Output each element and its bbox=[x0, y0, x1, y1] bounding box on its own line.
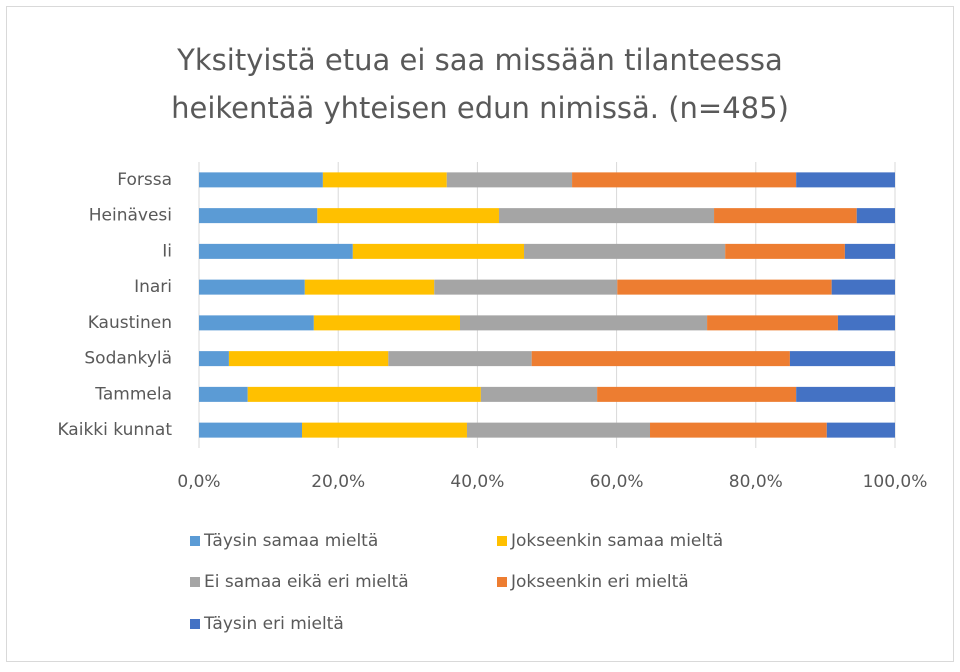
legend-swatch bbox=[190, 536, 200, 546]
bar-segment bbox=[844, 243, 895, 259]
legend-swatch bbox=[190, 619, 200, 629]
bar-segment bbox=[837, 315, 895, 331]
bar-segment bbox=[617, 279, 832, 295]
bar-segment bbox=[388, 351, 532, 367]
bar-segment bbox=[460, 315, 708, 331]
y-tick-label: Kaikki kunnat bbox=[57, 420, 172, 440]
bar-segment bbox=[480, 386, 598, 402]
bar-segment bbox=[796, 386, 895, 402]
x-tick-label: 40,0% bbox=[450, 472, 504, 492]
bar-segment bbox=[446, 172, 573, 188]
y-tick-label: Kaustinen bbox=[88, 313, 172, 333]
bar-segment bbox=[650, 422, 827, 438]
chart-title: heikentää yhteisen edun nimissä. (n=485) bbox=[171, 91, 789, 125]
bar-segment bbox=[228, 351, 389, 367]
bar-segment bbox=[199, 351, 229, 367]
x-tick-label: 80,0% bbox=[729, 472, 783, 492]
bar-segment bbox=[322, 172, 447, 188]
bar-segment bbox=[199, 208, 318, 224]
legend-swatch bbox=[497, 577, 507, 587]
y-tick-label: Forssa bbox=[117, 170, 172, 190]
y-tick-label: Inari bbox=[134, 277, 172, 297]
bar-segment bbox=[498, 208, 715, 224]
bar-segment bbox=[826, 422, 895, 438]
x-tick-label: 100,0% bbox=[863, 472, 928, 492]
bar-segment bbox=[725, 243, 845, 259]
bar-segment bbox=[317, 208, 499, 224]
chart-border bbox=[6, 6, 954, 662]
bar-segment bbox=[199, 172, 323, 188]
bar-segment bbox=[789, 351, 895, 367]
x-tick-label: 20,0% bbox=[311, 472, 365, 492]
bar-segment bbox=[302, 422, 467, 438]
bar-segment bbox=[434, 279, 618, 295]
bar-segment bbox=[524, 243, 726, 259]
legend-label: Ei samaa eikä eri mieltä bbox=[204, 572, 409, 592]
bar-segment bbox=[313, 315, 460, 331]
bar-segment bbox=[199, 279, 305, 295]
bar-segment bbox=[572, 172, 797, 188]
bar-segment bbox=[707, 315, 838, 331]
bar-segment bbox=[831, 279, 895, 295]
bar-segment bbox=[796, 172, 895, 188]
y-tick-label: Tammela bbox=[94, 384, 172, 404]
bar-segment bbox=[304, 279, 435, 295]
y-tick-label: Heinävesi bbox=[89, 206, 172, 226]
legend-label: Jokseenkin eri mieltä bbox=[510, 572, 689, 592]
bar-segment bbox=[199, 315, 314, 331]
bar-segment bbox=[466, 422, 651, 438]
bar-segment bbox=[714, 208, 857, 224]
bar-segment bbox=[856, 208, 895, 224]
bar-segment bbox=[199, 422, 303, 438]
bar-segment bbox=[597, 386, 797, 402]
legend-swatch bbox=[190, 577, 200, 587]
chart-title: Yksityistä etua ei saa missään tilantees… bbox=[176, 43, 783, 77]
bar-segment bbox=[199, 243, 353, 259]
legend-swatch bbox=[497, 536, 507, 546]
bar-segment bbox=[199, 386, 248, 402]
legend-label: Täysin eri mieltä bbox=[203, 614, 344, 634]
legend-label: Jokseenkin samaa mieltä bbox=[510, 531, 723, 551]
y-tick-label: Sodankylä bbox=[84, 349, 172, 369]
bar-segment bbox=[352, 243, 525, 259]
bar-segment bbox=[247, 386, 481, 402]
x-tick-label: 60,0% bbox=[590, 472, 644, 492]
legend-label: Täysin samaa mieltä bbox=[203, 531, 378, 551]
y-tick-label: Ii bbox=[162, 241, 172, 261]
x-tick-label: 0,0% bbox=[177, 472, 220, 492]
bar-segment bbox=[531, 351, 790, 367]
